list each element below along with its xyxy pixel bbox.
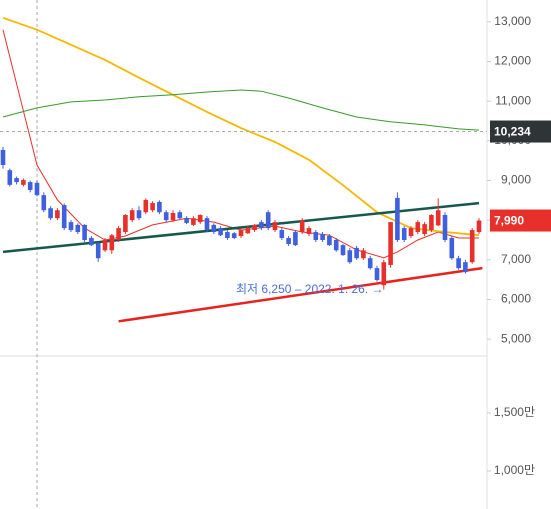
candle-body	[191, 218, 196, 225]
candle-body	[456, 258, 461, 269]
candle-body	[61, 205, 67, 229]
candle-body	[333, 239, 339, 251]
y-tick-label: 5,000	[501, 331, 531, 345]
candle-body	[401, 228, 407, 240]
candle-body	[34, 182, 40, 196]
candle-body	[449, 237, 455, 259]
candle-body	[129, 210, 135, 221]
candle-body	[218, 228, 223, 236]
candle-body	[197, 214, 203, 223]
candle-body	[367, 258, 373, 269]
y-tick-label: 12,000	[494, 54, 531, 68]
y-tick-label: 13,000	[494, 14, 531, 28]
candle-body	[361, 250, 366, 259]
candle-body	[21, 180, 26, 185]
candle-body	[340, 245, 346, 256]
annotation: 최저 6,250 – 2022. 1. 26. →	[236, 282, 384, 296]
candle-body	[143, 199, 149, 213]
candle-body	[408, 228, 414, 237]
candle-body	[279, 230, 285, 238]
y-tick-label: 11,000	[495, 93, 531, 107]
candle-body	[41, 195, 47, 211]
line-series	[2, 16, 480, 237]
candle-body	[184, 218, 189, 223]
candle-body	[123, 214, 128, 233]
candle-body	[170, 213, 176, 221]
y-tick-label: 1,500만	[494, 405, 535, 419]
candle-body	[395, 197, 400, 240]
candle-body	[422, 224, 427, 235]
candle-body	[68, 222, 74, 231]
candle-body	[95, 243, 101, 259]
candle-body	[75, 224, 81, 233]
candle-body	[252, 224, 257, 231]
candle-body	[381, 262, 387, 286]
candle-body	[238, 230, 244, 237]
candle-body	[116, 228, 121, 240]
candle-body	[293, 232, 298, 246]
candle-body	[320, 234, 325, 240]
candle-body	[177, 212, 183, 219]
candle-body	[245, 228, 251, 234]
candle-body	[272, 222, 278, 231]
candle-body	[7, 170, 13, 185]
y-tick-label: 6,000	[501, 292, 531, 306]
candle-body	[388, 222, 393, 265]
candle-body	[429, 214, 434, 231]
candle-body	[27, 182, 33, 190]
candle-body	[306, 228, 312, 235]
line-series	[118, 266, 483, 323]
candle-body	[150, 203, 155, 211]
y-tick-label: 1,000만	[494, 463, 535, 477]
candle-body	[136, 210, 142, 219]
candle-body	[435, 210, 441, 226]
candle-body	[89, 237, 94, 246]
candle-body	[463, 262, 468, 273]
candle-body	[0, 149, 6, 166]
line-series	[2, 29, 479, 259]
candle-body	[82, 224, 87, 240]
candle-body	[109, 235, 115, 251]
candle-body	[55, 210, 60, 219]
candle-body	[442, 214, 448, 240]
price-label: 10,234	[494, 125, 531, 139]
candle-body	[225, 232, 230, 238]
candle-body	[354, 247, 359, 259]
candle-body	[157, 201, 162, 213]
candle-body	[299, 220, 305, 233]
candle-body	[476, 220, 482, 233]
candle-body	[163, 212, 169, 221]
y-tick-label: 7,000	[501, 252, 531, 266]
price-label-box	[490, 209, 551, 232]
candle-body	[265, 212, 271, 229]
candle-body	[231, 233, 237, 238]
candle-body	[211, 224, 217, 233]
candle-body	[313, 232, 319, 240]
y-tick-label: 9,000	[501, 173, 531, 187]
candle-body	[415, 222, 421, 233]
candle-body	[469, 230, 475, 263]
candle-body	[48, 208, 53, 219]
candle-body	[286, 237, 291, 244]
candle-body	[14, 178, 19, 183]
price-label-box	[490, 120, 551, 143]
candle-body	[204, 218, 210, 231]
candle-body	[374, 268, 380, 281]
line-series	[2, 89, 480, 131]
candle-body	[259, 222, 264, 229]
candle-body	[102, 239, 108, 251]
candle-body	[327, 236, 332, 246]
candle-body	[347, 250, 353, 263]
price-label: 7,990	[494, 214, 524, 228]
